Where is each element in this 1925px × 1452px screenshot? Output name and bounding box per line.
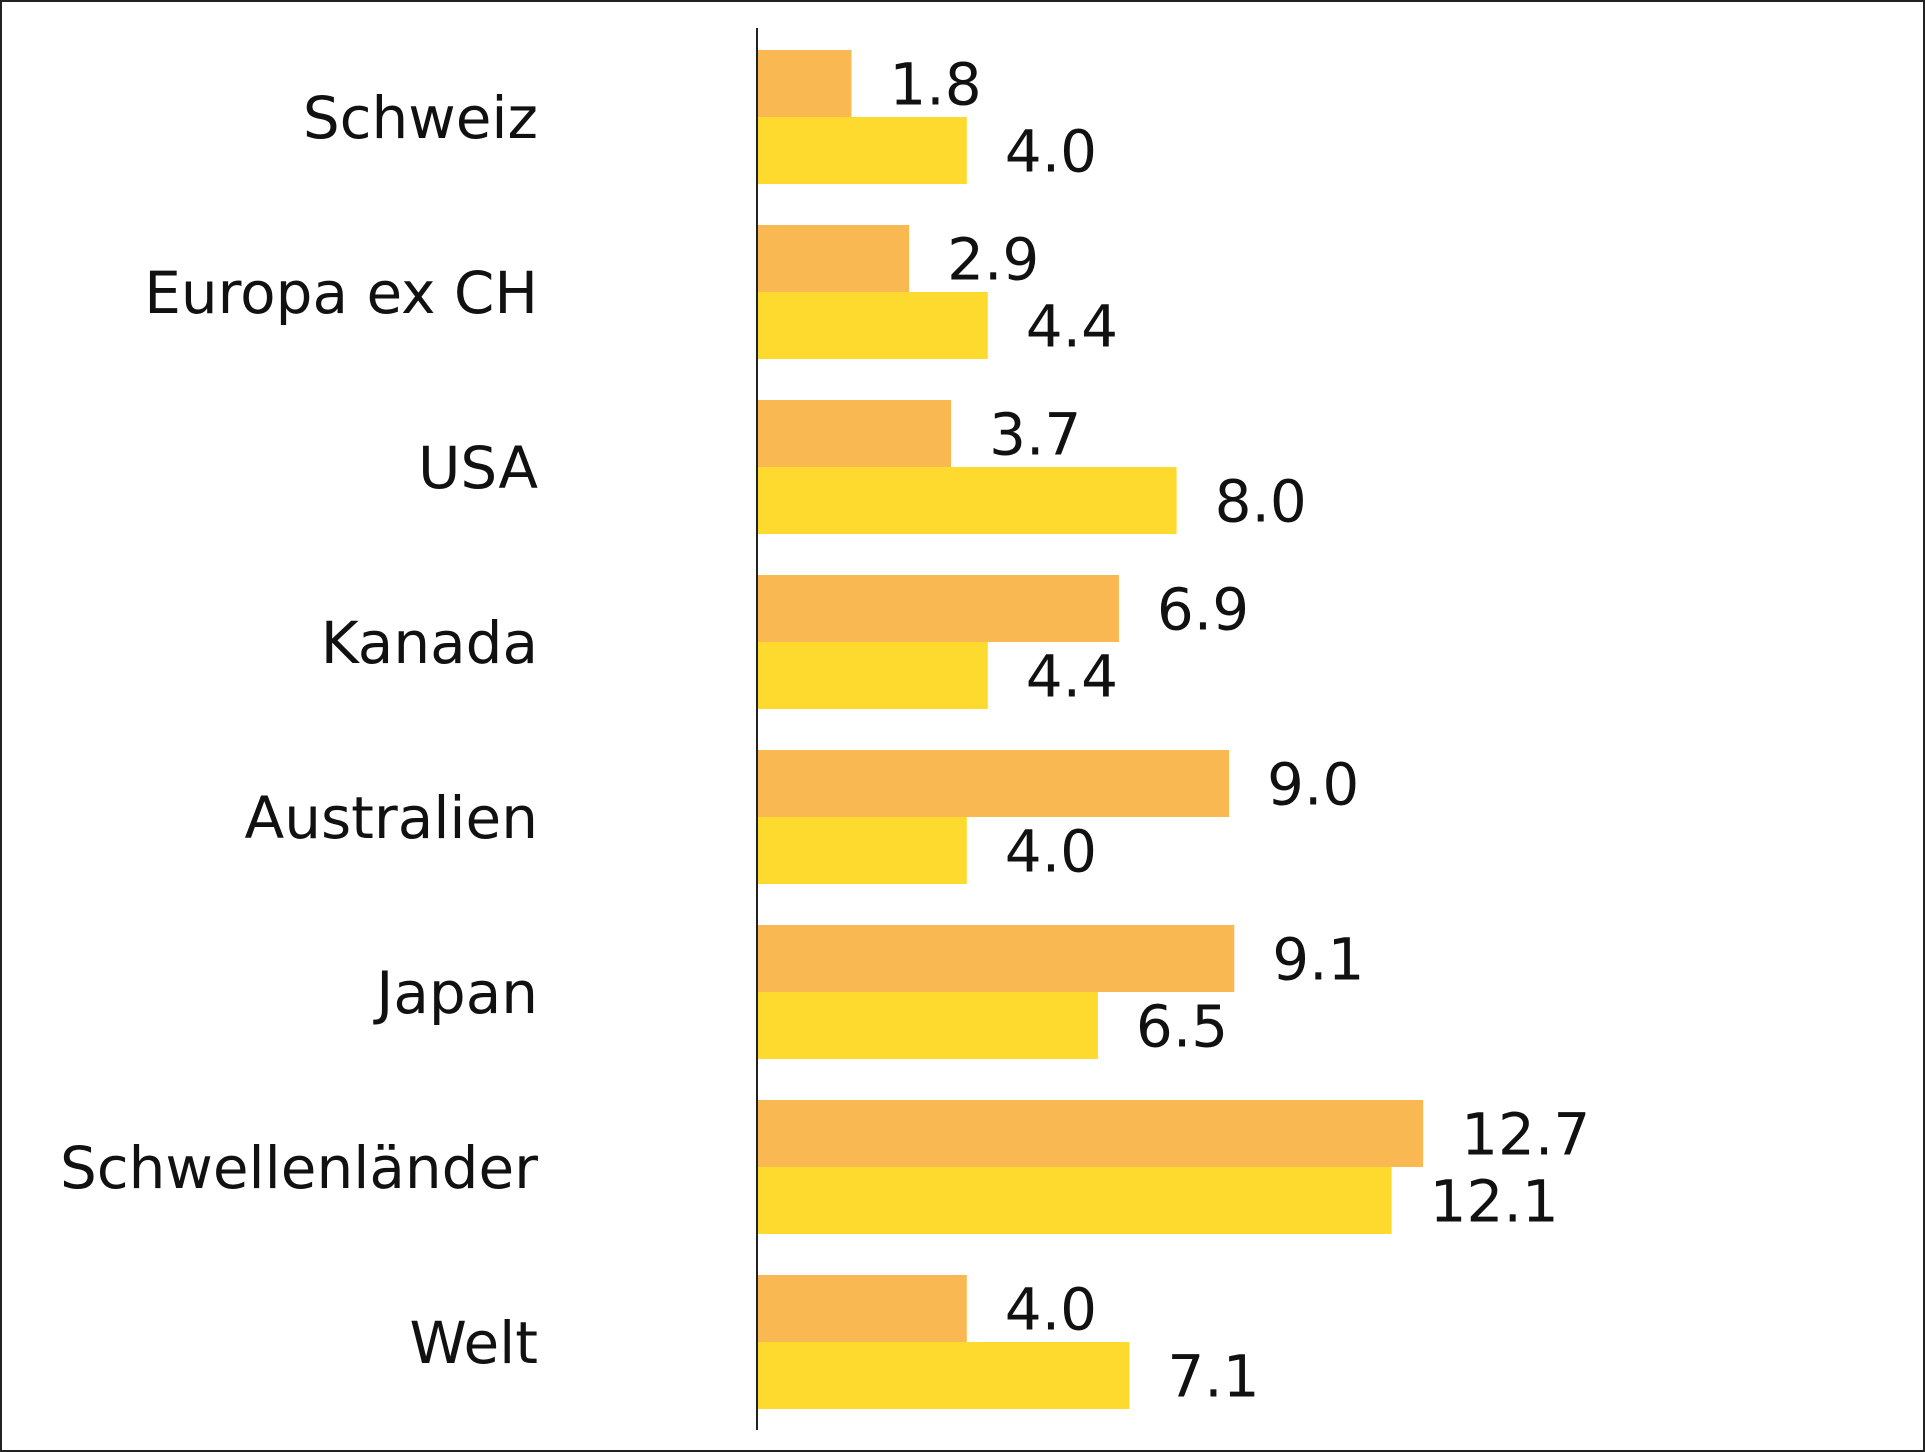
bar-europa-ex-ch-series-2 (757, 292, 988, 359)
value-label-schweiz-series-1: 1.8 (889, 50, 981, 118)
category-label-schweiz: Schweiz (303, 84, 538, 152)
value-label-usa-series-2: 8.0 (1215, 467, 1307, 535)
value-label-usa-series-1: 3.7 (989, 400, 1081, 468)
bar-schweiz-series-1 (757, 50, 852, 117)
bar-kanada-series-2 (757, 642, 988, 709)
category-label-usa: USA (418, 434, 538, 502)
bar-usa-series-1 (757, 400, 952, 467)
category-label-australien: Australien (245, 784, 538, 852)
value-label-japan-series-2: 6.5 (1136, 992, 1228, 1060)
value-labels: 1.84.02.94.43.78.06.94.49.04.09.16.512.7… (889, 50, 1590, 1410)
value-label-japan-series-1: 9.1 (1272, 925, 1364, 993)
value-label-australien-series-2: 4.0 (1005, 817, 1097, 885)
value-label-europa-ex-ch-series-1: 2.9 (947, 225, 1039, 293)
value-label-australien-series-1: 9.0 (1267, 750, 1359, 818)
bars (757, 50, 1424, 1409)
bar-usa-series-2 (757, 467, 1177, 534)
value-label-schweiz-series-2: 4.0 (1005, 117, 1097, 185)
bar-japan-series-1 (757, 925, 1235, 992)
value-label-kanada-series-1: 6.9 (1157, 575, 1249, 643)
value-label-schwellenlander-series-2: 12.1 (1430, 1167, 1559, 1235)
bar-welt-series-2 (757, 1342, 1130, 1409)
value-label-welt-series-1: 4.0 (1005, 1275, 1097, 1343)
bar-australien-series-1 (757, 750, 1230, 817)
category-label-welt: Welt (410, 1309, 539, 1377)
bar-kanada-series-1 (757, 575, 1119, 642)
bar-australien-series-2 (757, 817, 967, 884)
bar-schweiz-series-2 (757, 117, 967, 184)
bar-europa-ex-ch-series-1 (757, 225, 910, 292)
bar-schwellenlander-series-2 (757, 1167, 1392, 1234)
bar-welt-series-1 (757, 1275, 967, 1342)
category-labels: Schweiz Europa ex CH USA Kanada Australien Ja… (60, 84, 538, 1377)
category-label-europa-ex-ch: Europa ex CH (144, 259, 538, 327)
value-label-europa-ex-ch-series-2: 4.4 (1026, 292, 1118, 360)
category-label-japan: Japan (373, 959, 538, 1027)
category-label-kanada: Kanada (321, 609, 538, 677)
category-label-schwellenlander: Schwellenländer (60, 1134, 538, 1202)
bar-japan-series-2 (757, 992, 1098, 1059)
value-label-schwellenlander-series-1: 12.7 (1461, 1100, 1590, 1168)
value-label-welt-series-2: 7.1 (1167, 1342, 1259, 1410)
bar-schwellenlander-series-1 (757, 1100, 1424, 1167)
value-label-kanada-series-2: 4.4 (1026, 642, 1118, 710)
